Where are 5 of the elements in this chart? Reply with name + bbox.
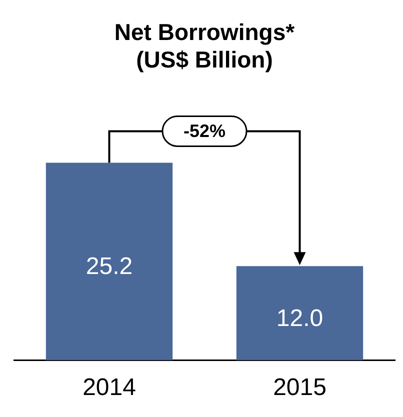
x-tick-label: 2014 xyxy=(82,374,136,402)
chart-title: Net Borrowings* (US$ Billion) xyxy=(114,19,295,73)
data-label: 12.0 xyxy=(276,304,324,332)
data-label: 25.2 xyxy=(86,253,133,280)
x-tick-label: 2015 xyxy=(273,374,326,402)
